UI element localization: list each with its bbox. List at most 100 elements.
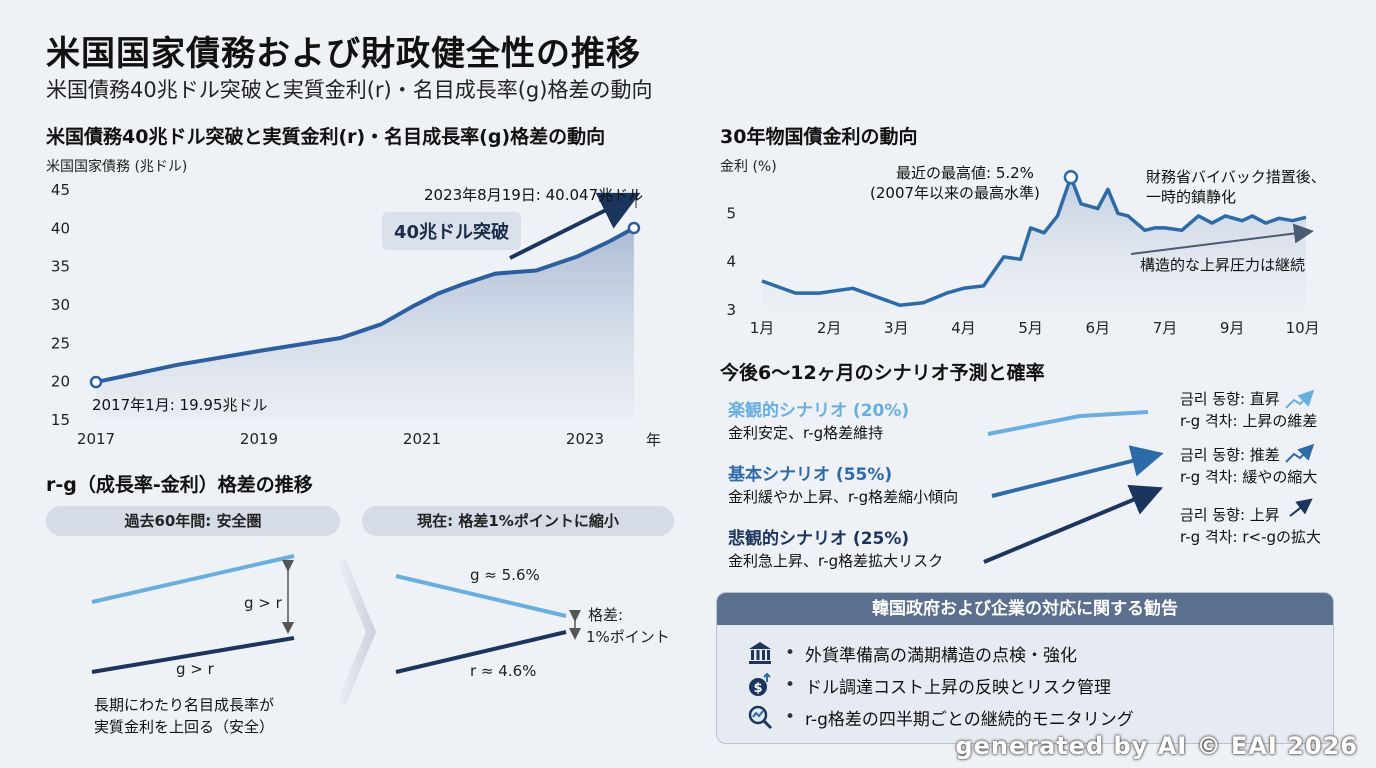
bond-y-unit: 金利 (%) [720,159,777,175]
rg-gap-text: r-g 격차: 緩やの縮大 [1180,468,1318,486]
y-tick-label: 4 [726,253,736,271]
debt-end-point [627,221,641,235]
debt-start-label: 2017年1月: 19.95兆ドル [92,396,268,414]
x-tick-label: 1月 [750,319,775,337]
scenario-pessimistic-line [983,484,1164,564]
now-r-line [395,630,567,674]
gap-label-2: 1%ポイント [586,628,670,646]
now-g-line [395,574,567,618]
rg-title: r-g（成長率-金利）格差の推移 [46,474,313,496]
past-r-line [91,636,295,674]
bullet: • [785,707,796,727]
scenario-pessimistic-title: 悲観的シナリオ (25%) [728,529,910,549]
milestone-badge: 40兆ドル突破 [382,212,522,250]
rg-diagram [91,554,581,704]
r-label: r ≈ 4.6% [470,662,537,680]
past-line-label: g > r [176,660,214,678]
page-title: 米国国家債務および財政健全性の推移 [46,34,641,74]
rate-trend-text: 금리 동향: 上昇 [1180,506,1280,524]
y-tick-label: 3 [726,301,736,319]
debt-chart-title: 米国債務40兆ドル突破と実質金利(r)・名目成長率(g)格差の動向 [46,126,606,148]
page-subtitle: 米国債務40兆ドル突破と実質金利(r)・名目成長率(g)格差の動向 [46,78,653,102]
trend-up-icon [1285,389,1315,409]
peak-label-2: (2007年以来の最高水準) [870,184,1040,202]
rg-gap-text: r-g 격차: r<-gの拡大 [1180,528,1322,546]
rg-gap-text: r-g 격차: 上昇の維差 [1180,412,1318,430]
x-tick-label: 9月 [1220,319,1245,337]
gap-label-1: 格差: [588,606,624,624]
x-tick-label: 3月 [884,319,909,337]
bond-chart-title: 30年物国債金利の動向 [720,126,918,148]
y-tick-label: 30 [51,296,70,314]
bond-chart: 5 4 3 1月 2月 3月 4月 5月 6月 7月 9月 10月 [726,170,1320,337]
scenario-lines [983,389,1315,564]
chevron-right-icon [336,560,376,704]
debt-x-unit: 年 [646,431,662,449]
debt-area [96,228,634,420]
advice-box: 韓国政府および企業の対応に関する勧告 • 外貨準備高の満期構造の点検・強化 $ … [716,592,1334,744]
advice-item: • r-g格差の四半期ごとの継続的モニタリング [717,701,1333,733]
past-gap-label: g > r [244,594,282,612]
scenario-optimistic-title: 楽観的シナリオ (20%) [728,401,910,421]
x-tick-label: 2021 [403,430,441,448]
x-tick-label: 10月 [1286,319,1320,337]
scenario-base-title: 基本シナリオ (55%) [728,465,893,485]
x-tick-label: 2月 [817,319,842,337]
buyback-label-2: 一時的鎮静化 [1146,188,1237,206]
advice-item: • 外貨準備高の満期構造の点検・強化 [717,637,1333,669]
past-note-2: 実質金利を上回る（安全） [94,718,275,736]
bond-line [761,175,1307,307]
y-tick-label: 20 [51,373,70,391]
buyback-label-1: 財務省バイバック措置後、 [1146,168,1326,186]
scenario-base-rate: 금리 동향: 推差 r-g 격차: 緩やの縮大 [1180,444,1317,488]
x-tick-label: 5月 [1018,319,1043,337]
svg-text:$: $ [753,681,762,696]
scenario-optimistic-rate: 금리 동향: 直昇 r-g 격차: 上昇の維差 [1180,388,1317,432]
watermark: generated by AI © EAI 2026 [955,732,1358,760]
peak-label-1: 最近の最高値: 5.2% [896,164,1034,182]
y-tick-label: 15 [51,411,70,429]
scenario-base-desc: 金利緩やか上昇、r-g格差縮小傾向 [728,488,959,506]
x-tick-label: 2019 [240,430,278,448]
y-tick-label: 45 [51,181,70,199]
now-pill: 現在: 格差1%ポイントに縮小 [362,506,674,536]
magnifier-chart-icon [748,705,773,730]
scenario-base-line [991,445,1164,498]
advice-text: ドル調達コスト上昇の反映とリスク管理 [805,677,1112,698]
advice-item: $ • ドル調達コスト上昇の反映とリスク管理 [717,669,1333,701]
debt-line [95,226,635,385]
advice-text: r-g格差の四半期ごとの継続的モニタリング [805,709,1134,730]
past-pill: 過去60年間: 安全圏 [46,506,340,536]
x-tick-label: 2023 [566,430,604,448]
past-g-line [91,554,295,604]
advice-text: 外貨準備高の満期構造の点検・強化 [805,645,1078,666]
debt-trend-arrow [509,192,641,260]
x-tick-label: 2017 [77,430,115,448]
trend-label: 構造的な上昇圧力は継続 [1140,256,1306,274]
trend-up-icon [1285,443,1315,463]
bullet: • [785,643,796,663]
rate-trend-text: 금리 동향: 推差 [1180,446,1280,464]
advice-title: 韓国政府および企業の対応に関する勧告 [717,593,1333,625]
scenario-pessimistic-rate: 금리 동향: 上昇 r-g 격차: r<-gの拡大 [1180,504,1321,548]
debt-end-label: 2023年8月19日: 40.047兆ドル [424,186,644,204]
debt-y-unit: 米国国家債務 (兆ドル) [46,159,188,175]
g-label: g ≈ 5.6% [470,566,540,584]
bullet: • [785,675,796,695]
past-note-1: 長期にわたり名目成長率が [94,696,275,714]
x-tick-label: 6月 [1086,319,1111,337]
bond-peak-point [1063,170,1079,185]
bond-trend-arrow [1130,223,1314,255]
x-tick-label: 4月 [951,319,976,337]
dollar-up-icon: $ [749,672,771,696]
bank-icon [749,642,771,664]
scenario-optimistic-line [987,410,1149,436]
scenario-optimistic-desc: 金利安定、r-g格差維持 [728,424,884,442]
rate-trend-text: 금리 동향: 直昇 [1180,390,1280,408]
y-tick-label: 35 [51,258,70,276]
trend-up-icon [1289,498,1313,517]
scenario-pessimistic-desc: 金利急上昇、r-g格差拡大リスク [728,552,944,570]
y-tick-label: 5 [726,204,736,222]
x-tick-label: 7月 [1153,319,1178,337]
